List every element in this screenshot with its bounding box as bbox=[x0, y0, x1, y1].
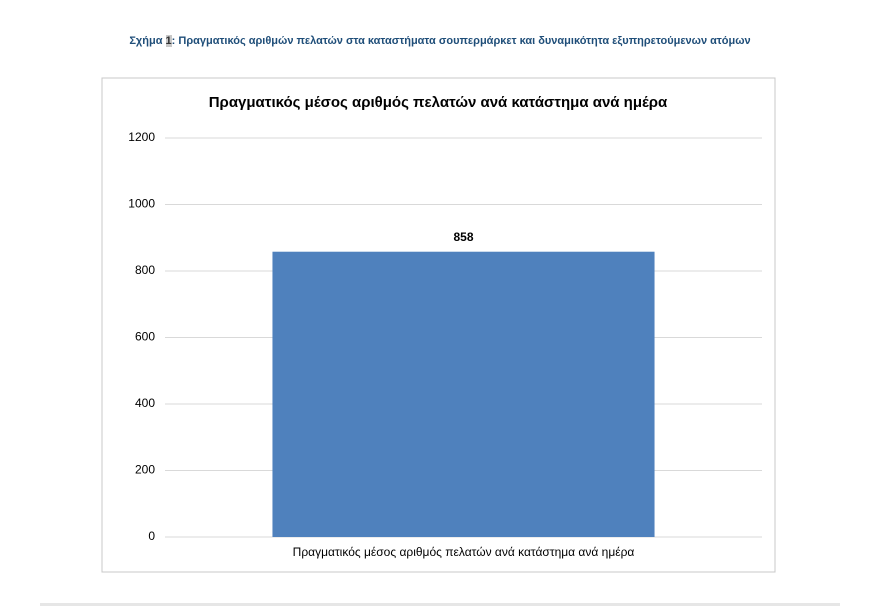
caption-number: 1 bbox=[165, 35, 172, 47]
y-tick-label: 1200 bbox=[128, 130, 155, 144]
y-tick-label: 600 bbox=[135, 330, 155, 344]
y-tick-label: 800 bbox=[135, 263, 155, 277]
data-label: 858 bbox=[453, 230, 473, 244]
y-tick-label: 1000 bbox=[128, 197, 155, 211]
caption-text: : Πραγματικός αριθμών πελατών στα καταστ… bbox=[171, 35, 751, 47]
x-tick-label: Πραγματικός μέσος αριθμός πελατών ανά κα… bbox=[293, 545, 635, 559]
caption-label: Σχήμα bbox=[129, 35, 163, 47]
caption: Σχήμα 1: Πραγματικός αριθμών πελατών στα… bbox=[40, 34, 840, 48]
y-tick-label: 0 bbox=[148, 529, 155, 543]
chart-title: Πραγματικός μέσος αριθμός πελατών ανά κα… bbox=[209, 94, 668, 111]
bar bbox=[272, 251, 655, 537]
separator bbox=[40, 603, 840, 606]
y-tick-label: 400 bbox=[135, 396, 155, 410]
y-tick-label: 200 bbox=[135, 463, 155, 477]
